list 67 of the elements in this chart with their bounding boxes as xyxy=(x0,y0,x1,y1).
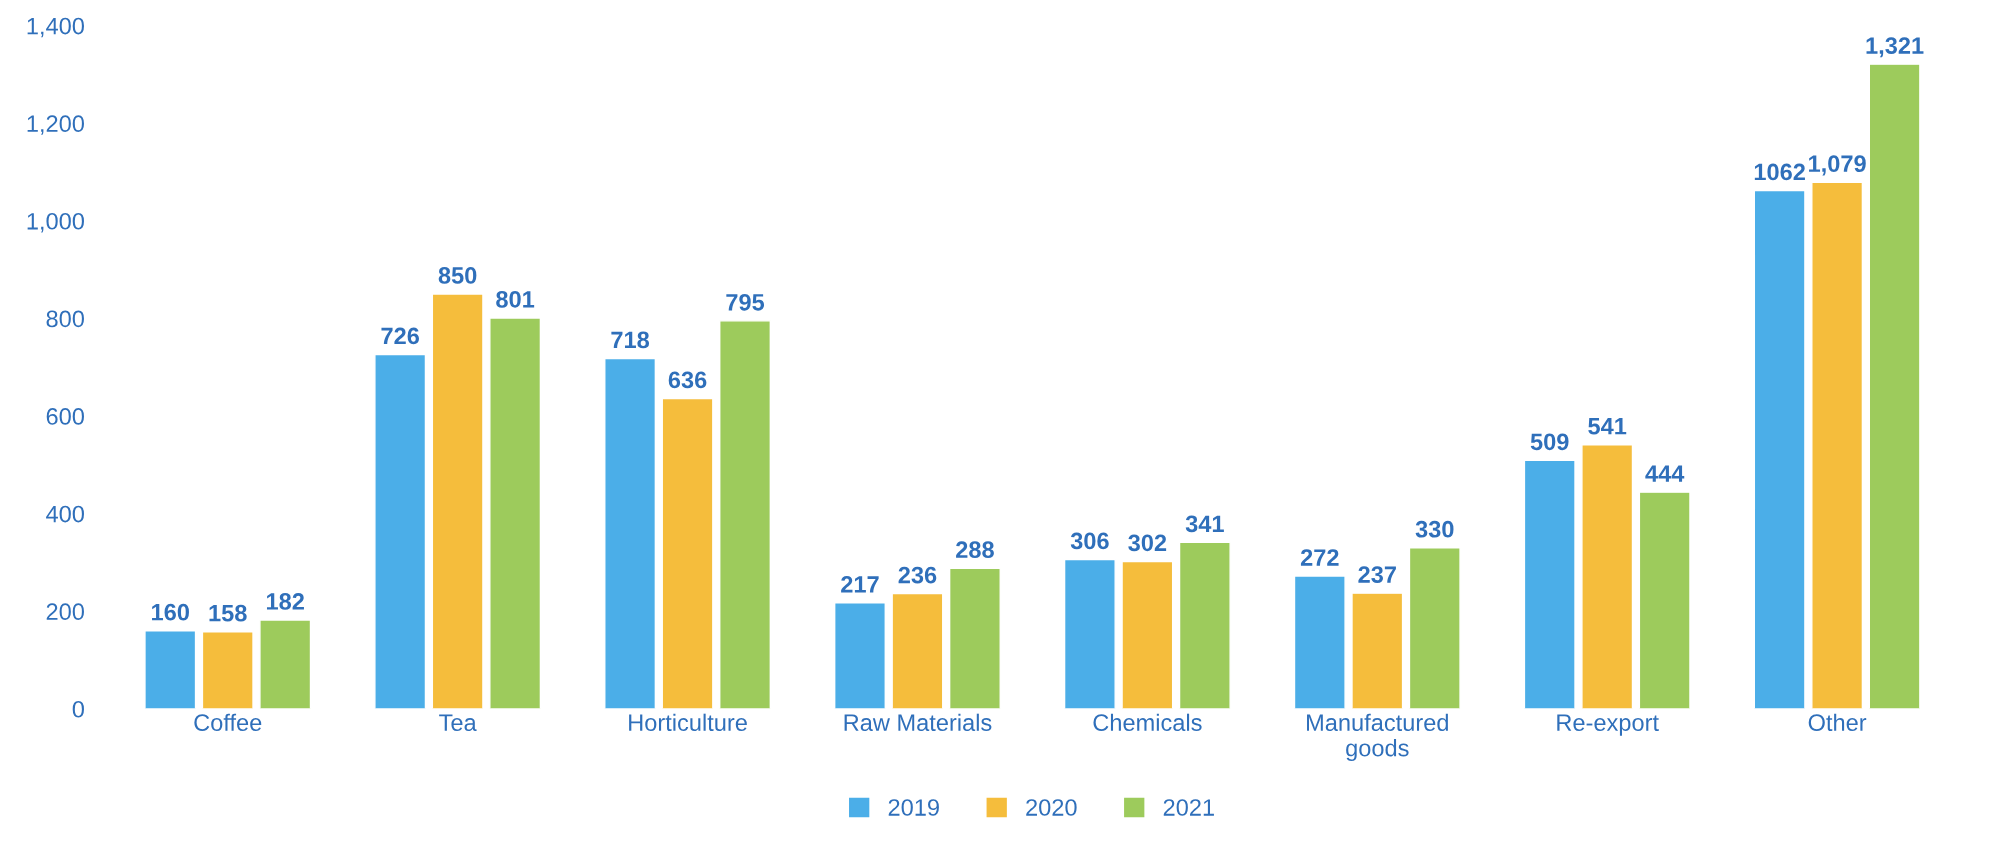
y-tick-label: 400 xyxy=(46,505,84,523)
data-label: 302 xyxy=(1128,534,1167,552)
bar xyxy=(1523,459,1576,709)
data-label: 1062 xyxy=(1754,163,1805,181)
x-tick-label: Re-export xyxy=(1557,714,1659,736)
data-label: 217 xyxy=(841,575,879,593)
bar xyxy=(661,397,714,709)
y-tick-label: 1,000 xyxy=(27,212,84,233)
bar xyxy=(1408,547,1461,709)
data-label: 636 xyxy=(668,371,707,389)
bar xyxy=(1638,491,1691,709)
y-tick-label: 800 xyxy=(46,310,84,328)
data-label: 801 xyxy=(496,290,535,308)
bar xyxy=(891,592,944,709)
legend-label: 2020 xyxy=(1026,799,1077,816)
bar xyxy=(1121,560,1174,709)
bar xyxy=(1811,181,1864,709)
y-tick-label: 1,400 xyxy=(27,17,84,38)
data-label: 236 xyxy=(898,566,937,584)
legend-label: 2021 xyxy=(1163,799,1214,816)
x-tick-label: Tea xyxy=(439,714,477,732)
data-label: 444 xyxy=(1645,465,1685,482)
data-label: 718 xyxy=(611,331,650,349)
bar xyxy=(374,353,427,709)
data-label: 850 xyxy=(438,267,477,284)
bar xyxy=(259,619,312,709)
data-label: 795 xyxy=(726,293,765,311)
data-label: 160 xyxy=(152,603,189,621)
y-tick-label: 600 xyxy=(46,408,84,425)
bar xyxy=(604,357,657,709)
legend-label: 2019 xyxy=(888,799,939,816)
bar xyxy=(719,320,772,709)
bar xyxy=(1581,444,1634,709)
data-label: 288 xyxy=(956,541,994,559)
y-tick-label: 0 xyxy=(72,700,84,718)
data-label: 182 xyxy=(266,593,304,610)
data-label: 272 xyxy=(1300,549,1339,566)
data-label: 237 xyxy=(1358,566,1396,583)
bar xyxy=(948,567,1001,709)
data-label: 158 xyxy=(209,604,247,622)
bar xyxy=(489,317,542,709)
bar xyxy=(833,602,886,709)
data-label: 541 xyxy=(1588,418,1627,435)
x-tick-label: Raw Materials xyxy=(844,713,992,732)
x-tick-label: Coffee xyxy=(194,713,262,732)
y-tick-label: 200 xyxy=(46,603,84,621)
bar xyxy=(1868,63,1921,709)
x-tick-label: Manufactured goods xyxy=(1307,713,1448,762)
x-tick-label: Horticulture xyxy=(629,713,747,732)
bar xyxy=(431,293,484,709)
data-label: 1,321 xyxy=(1866,37,1924,58)
x-tick-label: Other xyxy=(1808,713,1867,732)
data-label: 306 xyxy=(1070,532,1109,550)
bar xyxy=(1351,592,1404,709)
bar xyxy=(1293,575,1346,709)
bar xyxy=(1178,541,1231,709)
bar xyxy=(144,630,197,709)
data-label: 726 xyxy=(381,327,419,345)
x-tick-label: Chemicals xyxy=(1093,713,1202,732)
data-label: 509 xyxy=(1530,433,1569,451)
y-tick-label: 1,200 xyxy=(27,115,84,135)
bar xyxy=(1063,558,1116,709)
data-label: 330 xyxy=(1415,520,1454,538)
data-label: 341 xyxy=(1185,515,1224,533)
data-label: 1,079 xyxy=(1809,155,1866,176)
bar xyxy=(1753,189,1806,709)
bar xyxy=(201,631,254,709)
